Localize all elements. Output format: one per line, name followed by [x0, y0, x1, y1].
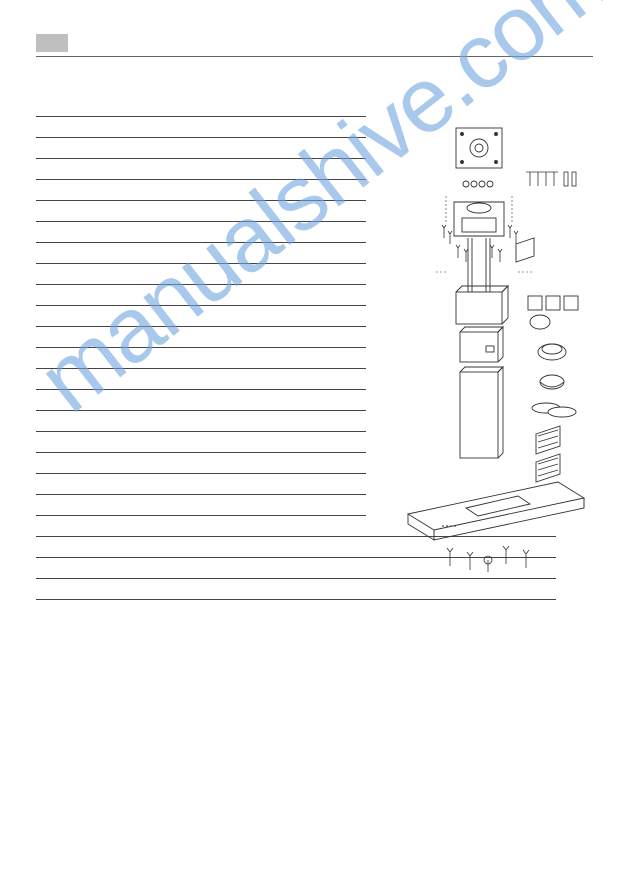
top-rule: [36, 56, 593, 57]
rule-line: [36, 138, 366, 159]
duct-upper: [456, 286, 508, 324]
rule-line: [36, 411, 366, 432]
duct-mid: [460, 327, 503, 362]
motor-housing: [454, 202, 504, 236]
filter-2: [536, 454, 560, 482]
wall-plugs: [564, 172, 576, 186]
rule-line: [36, 201, 366, 222]
rule-line: [36, 96, 366, 117]
rule-line: [36, 390, 366, 411]
rule-line: [36, 306, 366, 327]
rule-line: [36, 243, 366, 264]
washers: [463, 181, 493, 187]
rule-line: [36, 369, 366, 390]
exploded-diagram: [388, 124, 598, 624]
screws-long: [526, 172, 558, 186]
rule-line: [36, 159, 366, 180]
filter-1: [536, 426, 560, 454]
bracket: [516, 238, 534, 262]
rule-line: [36, 285, 366, 306]
clamp-blocks: [528, 296, 578, 329]
ceiling-plate: [456, 128, 502, 168]
page: manualshive.com: [0, 0, 629, 893]
collar: [538, 344, 566, 360]
rule-line: [36, 180, 366, 201]
rule-line: [36, 117, 366, 138]
rule-line: [36, 432, 366, 453]
rule-line: [36, 327, 366, 348]
rule-line: [36, 264, 366, 285]
screws-body: [447, 546, 529, 572]
tape: [540, 375, 564, 389]
rule-line: [36, 348, 366, 369]
rule-line: [36, 453, 366, 474]
frame: [468, 238, 490, 292]
hood-body: [408, 482, 584, 540]
duct-lower: [460, 367, 503, 458]
page-tab: [36, 34, 68, 52]
rule-line: [36, 474, 366, 495]
writing-lines: [36, 96, 366, 600]
gasket: [532, 403, 576, 417]
rule-line: [36, 222, 366, 243]
rule-line: [36, 495, 366, 516]
